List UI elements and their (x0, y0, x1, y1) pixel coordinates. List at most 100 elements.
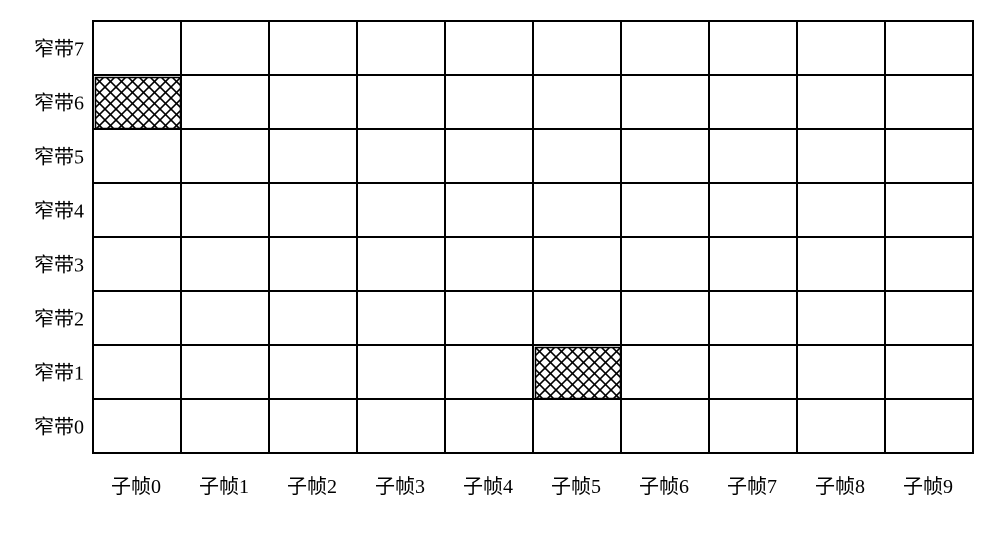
grid-row (93, 75, 973, 129)
grid (92, 20, 974, 454)
grid-cell (269, 75, 357, 129)
grid-cell (269, 129, 357, 183)
grid-row (93, 237, 973, 291)
grid-cell (533, 75, 621, 129)
grid-cell (181, 75, 269, 129)
x-axis-label: 子帧3 (375, 470, 425, 499)
grid-cell (357, 183, 445, 237)
grid-cell (357, 21, 445, 75)
x-axis-label: 子帧0 (111, 470, 161, 499)
grid-cell (621, 183, 709, 237)
grid-cell (93, 21, 181, 75)
grid-cell (357, 129, 445, 183)
grid-cell (181, 237, 269, 291)
grid-cell (621, 399, 709, 453)
grid-cell (181, 399, 269, 453)
grid-cell (709, 345, 797, 399)
grid-cell (93, 183, 181, 237)
grid-cell (445, 183, 533, 237)
grid-cell (885, 75, 973, 129)
grid-cell (797, 21, 885, 75)
y-axis-label: 窄带5 (20, 141, 84, 170)
grid-cell (709, 237, 797, 291)
grid-row (93, 183, 973, 237)
grid-cell (709, 291, 797, 345)
grid-cell (709, 21, 797, 75)
y-axis-label: 窄带3 (20, 249, 84, 278)
grid-cell (533, 129, 621, 183)
y-axis-label: 窄带4 (20, 195, 84, 224)
grid-cell (269, 291, 357, 345)
grid-cell (357, 75, 445, 129)
grid-cell (797, 399, 885, 453)
grid-row (93, 399, 973, 453)
grid-cell (885, 237, 973, 291)
grid-cell (621, 345, 709, 399)
grid-cell (445, 75, 533, 129)
grid-cell-hatched (533, 345, 621, 399)
grid-cell (269, 345, 357, 399)
x-axis-label: 子帧8 (815, 470, 865, 499)
grid-cell (709, 399, 797, 453)
grid-cell (709, 75, 797, 129)
x-axis-label: 子帧7 (727, 470, 777, 499)
grid-cell (445, 399, 533, 453)
grid-cell (621, 75, 709, 129)
grid-cell (93, 237, 181, 291)
crosshatch-icon (534, 346, 620, 398)
grid-cell (709, 183, 797, 237)
grid-cell (445, 129, 533, 183)
grid-cell (181, 129, 269, 183)
x-axis-label: 子帧2 (287, 470, 337, 499)
grid-cell (93, 399, 181, 453)
grid-cell (797, 237, 885, 291)
grid-cell (797, 345, 885, 399)
y-axis-label: 窄带0 (20, 411, 84, 440)
y-axis-label: 窄带1 (20, 357, 84, 386)
grid-cell (269, 399, 357, 453)
grid-cell (269, 21, 357, 75)
grid-cell (93, 291, 181, 345)
grid-cell (709, 129, 797, 183)
grid-row (93, 129, 973, 183)
grid-cell (797, 129, 885, 183)
grid-cell (269, 183, 357, 237)
grid-cell (885, 21, 973, 75)
grid-cell (533, 237, 621, 291)
resource-grid-diagram: 窄带7窄带6窄带5窄带4窄带3窄带2窄带1窄带0子帧0子帧1子帧2子帧3子帧4子… (20, 20, 980, 454)
x-axis-label: 子帧6 (639, 470, 689, 499)
y-axis-label: 窄带7 (20, 33, 84, 62)
grid-cell (797, 183, 885, 237)
grid-cell (93, 345, 181, 399)
grid-cell (885, 399, 973, 453)
grid-cell-hatched (93, 75, 181, 129)
grid-cell (445, 237, 533, 291)
grid-cell (621, 237, 709, 291)
grid-cell (181, 183, 269, 237)
grid-cell (621, 129, 709, 183)
y-axis-label: 窄带6 (20, 87, 84, 116)
grid-cell (181, 345, 269, 399)
grid-cell (445, 345, 533, 399)
grid-cell (269, 237, 357, 291)
grid-row (93, 291, 973, 345)
grid-row (93, 345, 973, 399)
crosshatch-icon (94, 76, 180, 128)
x-axis-label: 子帧9 (903, 470, 953, 499)
grid-cell (445, 21, 533, 75)
x-axis-label: 子帧5 (551, 470, 601, 499)
grid-cell (357, 291, 445, 345)
grid-cell (885, 129, 973, 183)
grid-cell (533, 291, 621, 345)
x-axis-label: 子帧4 (463, 470, 513, 499)
grid-cell (885, 345, 973, 399)
grid-row (93, 21, 973, 75)
grid-cell (533, 21, 621, 75)
grid-cell (797, 291, 885, 345)
grid-cell (357, 237, 445, 291)
grid-cell (533, 399, 621, 453)
x-axis-label: 子帧1 (199, 470, 249, 499)
grid-cell (797, 75, 885, 129)
grid-cell (621, 21, 709, 75)
grid-cell (181, 21, 269, 75)
